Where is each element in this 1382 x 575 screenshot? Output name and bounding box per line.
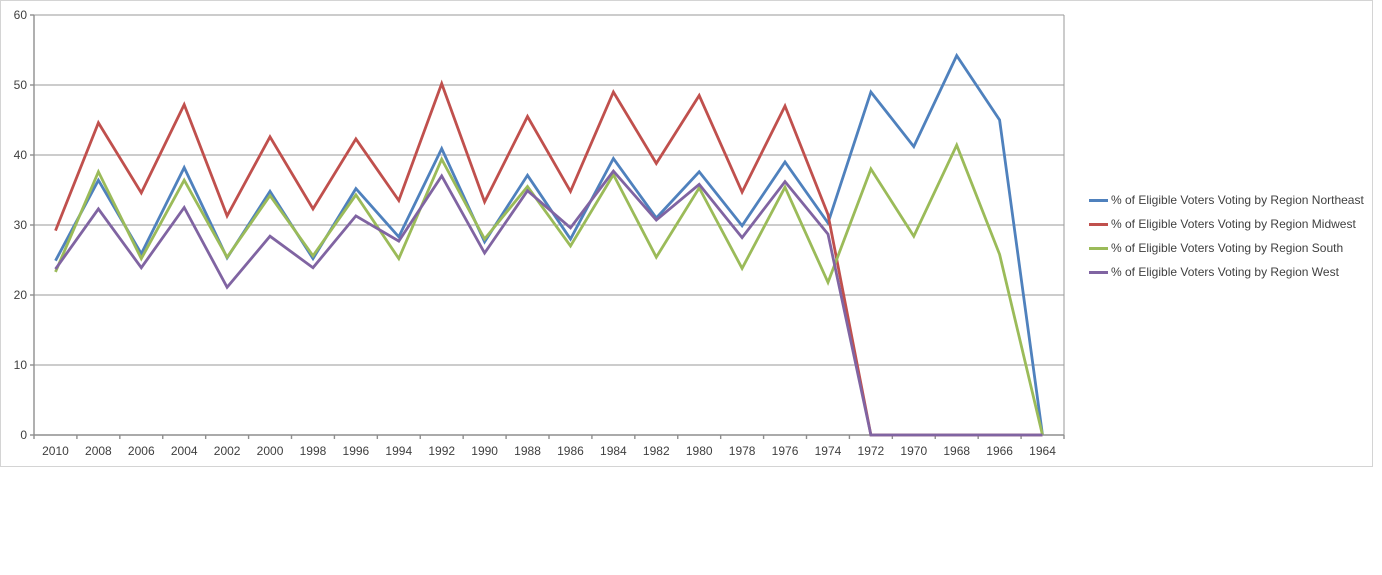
x-axis-label-2010: 2010 (42, 444, 69, 458)
legend-item-1[interactable]: % of Eligible Voters Voting by Region Mi… (1089, 212, 1364, 236)
legend-line-swatch-3 (1089, 270, 1108, 274)
chart-plot-svg (30, 14, 1065, 439)
y-axis-label-50: 50 (13, 78, 27, 92)
x-axis-label-1980: 1980 (685, 444, 713, 458)
legend-label-0: % of Eligible Voters Voting by Region No… (1111, 193, 1364, 207)
legend-line-swatch-0 (1089, 198, 1108, 202)
x-axis-label-2008: 2008 (85, 444, 112, 458)
legend-item-3[interactable]: % of Eligible Voters Voting by Region We… (1089, 260, 1364, 284)
x-axis-label-2004: 2004 (170, 444, 198, 458)
x-axis-label-1994: 1994 (385, 444, 413, 458)
x-axis-label-1992: 1992 (428, 444, 456, 458)
x-axis-label-1968: 1968 (943, 444, 971, 458)
x-axis-label-1988: 1988 (514, 444, 541, 458)
legend-item-0[interactable]: % of Eligible Voters Voting by Region No… (1089, 188, 1364, 212)
x-axis-label-1984: 1984 (600, 444, 627, 458)
x-axis-label-1970: 1970 (900, 444, 928, 458)
y-axis-label-10: 10 (13, 358, 27, 372)
legend-label-3: % of Eligible Voters Voting by Region We… (1111, 265, 1339, 279)
legend-item-2[interactable]: % of Eligible Voters Voting by Region So… (1089, 236, 1364, 260)
x-axis-label-2000: 2000 (256, 444, 284, 458)
y-axis-label-60: 60 (13, 8, 27, 22)
legend-label-2: % of Eligible Voters Voting by Region So… (1111, 241, 1344, 255)
series-line-3 (54, 168, 1043, 437)
x-axis-label-1966: 1966 (986, 444, 1013, 458)
y-axis-label-30: 30 (13, 218, 27, 232)
x-axis-label-1974: 1974 (814, 444, 842, 458)
x-axis-label-1978: 1978 (728, 444, 756, 458)
y-axis-label-0: 0 (20, 428, 27, 442)
legend-line-swatch-1 (1089, 222, 1108, 226)
x-axis-label-1990: 1990 (471, 444, 498, 458)
series-line-2 (54, 141, 1044, 436)
x-axis-label-1996: 1996 (342, 444, 370, 458)
x-axis-label-1982: 1982 (642, 444, 670, 458)
x-axis-label-2006: 2006 (127, 444, 155, 458)
x-axis-label-1998: 1998 (299, 444, 327, 458)
y-axis-label-40: 40 (13, 148, 27, 162)
x-axis-label-1972: 1972 (857, 444, 885, 458)
chart-frame: 0 10 20 30 40 50 60 2010 2008 2006 2004 2002 2000 19… (0, 0, 1373, 467)
y-axis-label-20: 20 (13, 288, 27, 302)
x-axis-label-1964: 1964 (1029, 444, 1056, 458)
x-axis-label-2002: 2002 (213, 444, 241, 458)
x-axis-label-1986: 1986 (557, 444, 584, 458)
legend-label-1: % of Eligible Voters Voting by Region Mi… (1111, 217, 1356, 231)
x-axis-label-1976: 1976 (771, 444, 799, 458)
chart-legend: % of Eligible Voters Voting by Region No… (1089, 188, 1364, 284)
series-line-1 (54, 79, 1043, 437)
legend-line-swatch-2 (1089, 246, 1108, 250)
